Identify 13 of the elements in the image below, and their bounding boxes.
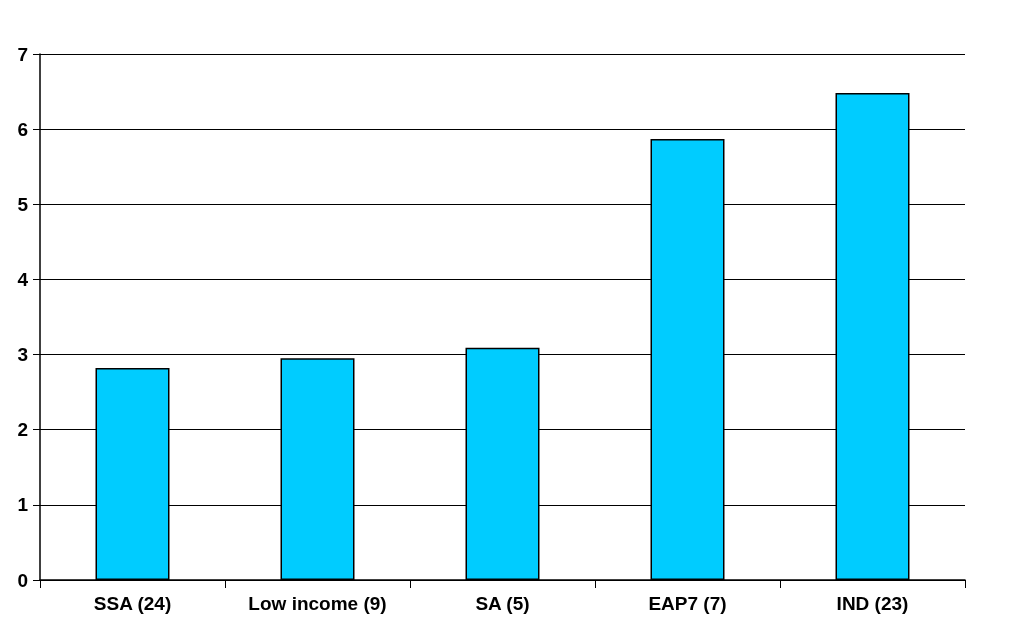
y-tick-label: 3 <box>17 344 28 366</box>
y-tick-label: 4 <box>17 268 29 290</box>
x-tick-label: Low income (9) <box>248 593 387 614</box>
y-tick-label: 1 <box>17 494 29 516</box>
x-tick-label: EAP7 (7) <box>648 593 727 614</box>
y-tick-label: 6 <box>17 118 28 140</box>
y-tick-label: 0 <box>17 569 28 591</box>
y-tick-label: 5 <box>17 193 29 215</box>
x-tick-label: IND (23) <box>836 593 909 614</box>
x-tick-label: SSA (24) <box>93 593 172 614</box>
x-tick-label: SA (5) <box>475 593 530 614</box>
y-tick-label: 2 <box>17 419 28 441</box>
y-tick-label: 7 <box>17 43 28 65</box>
